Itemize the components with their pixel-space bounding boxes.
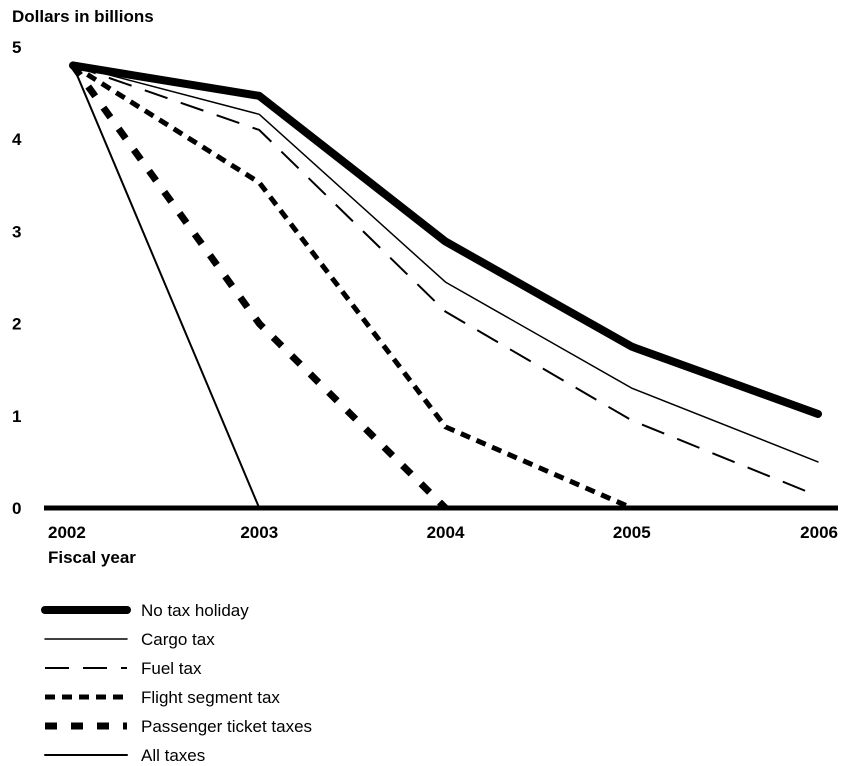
series-line-flight-segment-tax: [71, 63, 633, 511]
y-tick-label: 1: [12, 407, 21, 426]
x-tick-label: 2006: [800, 523, 838, 542]
y-tick-label: 3: [12, 222, 21, 241]
legend-label: All taxes: [141, 746, 205, 765]
legend-label: Passenger ticket taxes: [141, 717, 312, 736]
x-tick-label: 2004: [427, 523, 465, 542]
legend-label: No tax holiday: [141, 601, 249, 620]
x-tick-label: 2002: [48, 523, 86, 542]
x-axis-ticks: 2002 2003 2004 2005 2006: [48, 523, 838, 542]
x-tick-label: 2005: [613, 523, 651, 542]
legend: No tax holiday Cargo tax Fuel tax Flight se…: [41, 601, 312, 765]
y-tick-label: 0: [12, 499, 21, 518]
series-line-cargo-tax: [72, 64, 819, 463]
series-line-no-tax-holiday: [69, 61, 822, 418]
legend-label: Flight segment tax: [141, 688, 280, 707]
y-axis-ticks: 0 1 2 3 4 5: [12, 38, 22, 518]
x-axis-title: Fiscal year: [48, 548, 136, 567]
series-line-fuel-tax: [72, 64, 819, 497]
y-axis-title: Dollars in billions: [12, 7, 154, 26]
y-tick-label: 2: [12, 315, 21, 334]
series-line-all-taxes: [72, 64, 261, 509]
y-tick-label: 5: [12, 38, 21, 57]
x-tick-label: 2003: [240, 523, 278, 542]
y-tick-label: 4: [12, 130, 22, 149]
legend-label: Fuel tax: [141, 659, 202, 678]
series-line-passenger-ticket-taxes: [70, 63, 448, 511]
series-layer: [69, 61, 822, 511]
legend-label: Cargo tax: [141, 630, 215, 649]
